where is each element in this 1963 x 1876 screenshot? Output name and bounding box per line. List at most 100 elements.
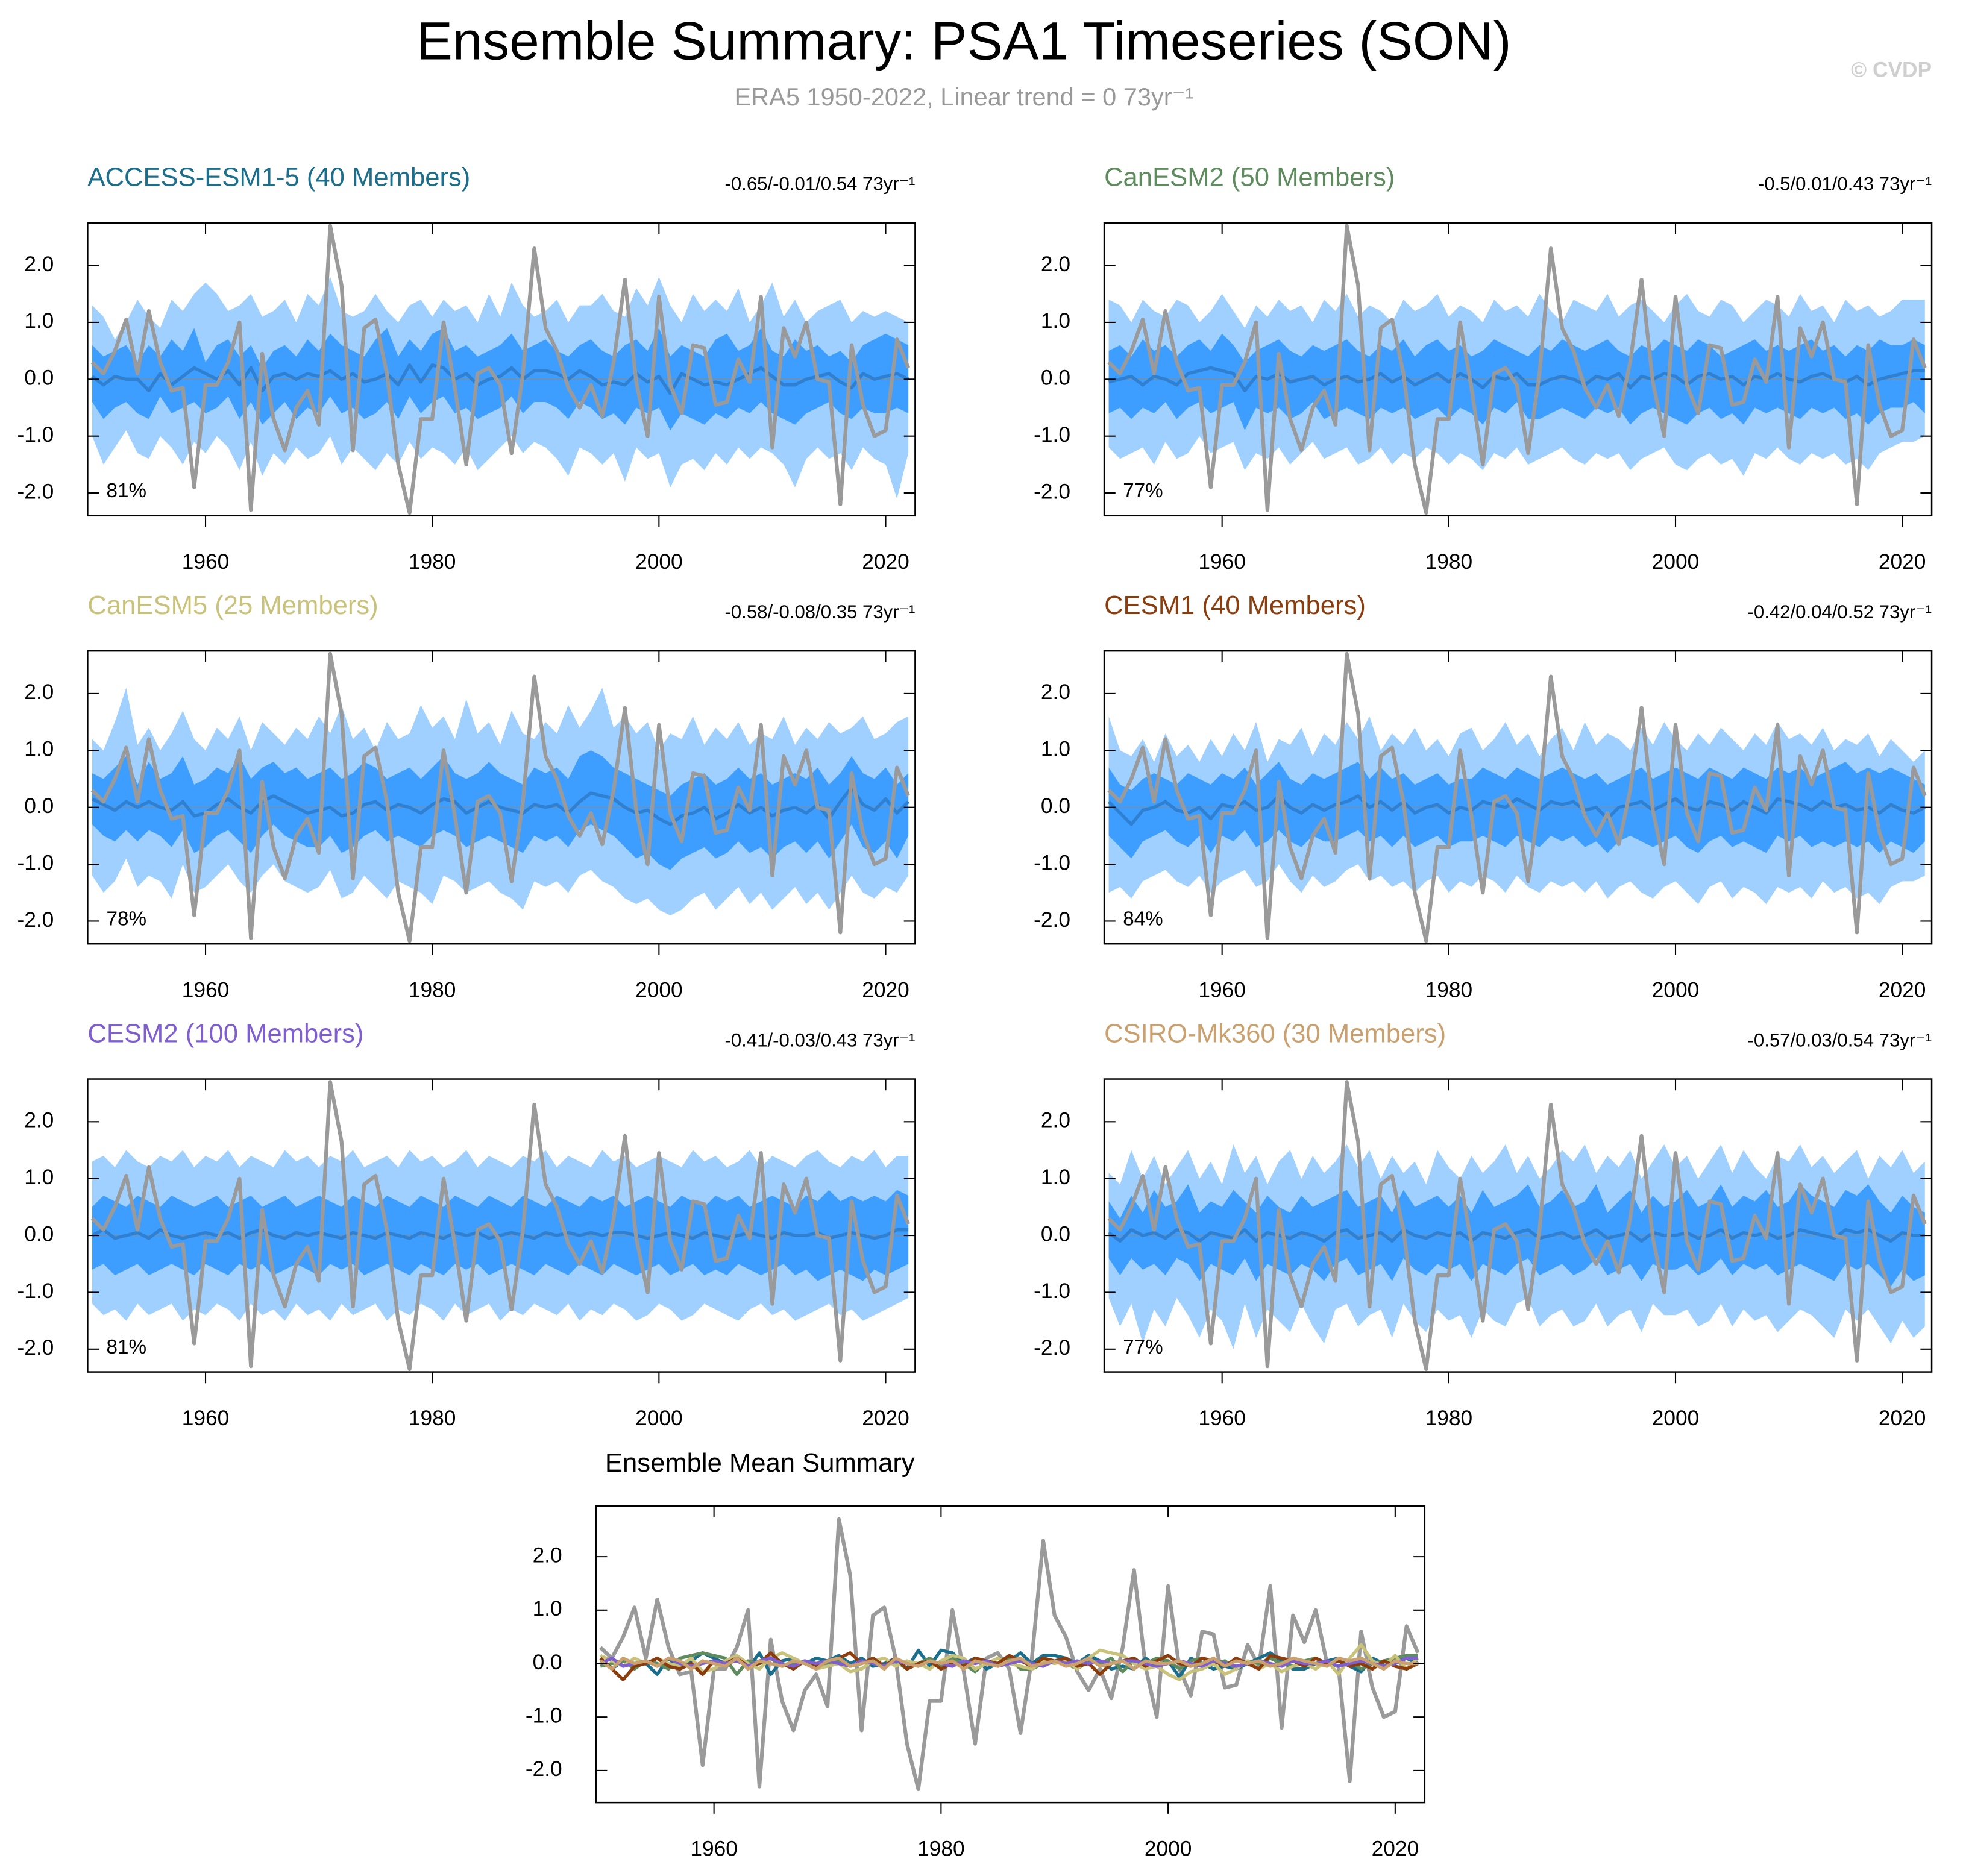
- chart-subtitle: ERA5 1950-2022, Linear trend = 0 73yr⁻¹: [734, 83, 1193, 111]
- y-tick-label: -1.0: [526, 1704, 562, 1728]
- y-tick-label: 1.0: [24, 309, 54, 333]
- y-tick-label: 1.0: [1041, 738, 1070, 761]
- y-tick-label: -2.0: [17, 1336, 54, 1360]
- panel-title: ACCESS-ESM1-5 (40 Members): [87, 163, 470, 192]
- plot-area: [87, 1080, 916, 1371]
- x-tick-label: 2020: [1879, 1407, 1926, 1430]
- percent-label: 77%: [1123, 480, 1163, 502]
- x-tick-label: 1960: [690, 1837, 738, 1860]
- plot-frame: [87, 1078, 916, 1373]
- y-tick-label: -1.0: [1034, 851, 1070, 874]
- x-tick-label: 2000: [1652, 1407, 1700, 1430]
- x-tick-label: 2000: [635, 978, 683, 1002]
- plot-area: [87, 651, 916, 943]
- x-tick-label: 1960: [1198, 550, 1246, 574]
- x-tick-label: 2020: [1372, 1837, 1419, 1860]
- y-tick-label: -1.0: [17, 423, 54, 447]
- y-tick-label: -2.0: [17, 908, 54, 932]
- x-tick-label: 1980: [1425, 1407, 1473, 1430]
- y-tick-label: 0.0: [24, 1222, 54, 1246]
- plot-frame: [87, 222, 916, 517]
- x-tick-label: 2020: [1879, 550, 1926, 574]
- y-tick-label: 2.0: [1041, 680, 1070, 704]
- y-tick-label: -1.0: [17, 1279, 54, 1303]
- plot-frame: [87, 650, 916, 945]
- y-tick-label: 2.0: [24, 253, 54, 276]
- observed-line: [599, 1517, 1420, 1792]
- x-tick-label: 2000: [635, 1407, 683, 1430]
- panel-title: CanESM2 (50 Members): [1104, 163, 1395, 192]
- trend-text: -0.58/-0.08/0.35 73yr⁻¹: [724, 601, 915, 623]
- y-tick-label: -2.0: [1034, 1336, 1070, 1360]
- y-tick-label: 1.0: [1041, 309, 1070, 333]
- percent-label: 81%: [107, 480, 147, 502]
- x-tick-label: 2020: [862, 978, 909, 1002]
- x-tick-label: 1980: [917, 1837, 965, 1860]
- x-tick-label: 1960: [182, 550, 230, 574]
- plot-area: [599, 1517, 1420, 1792]
- y-tick-label: 1.0: [1041, 1165, 1070, 1189]
- x-tick-label: 1980: [409, 1407, 456, 1430]
- trend-text: -0.5/0.01/0.43 73yr⁻¹: [1758, 174, 1932, 195]
- panel-title: CanESM5 (25 Members): [87, 591, 378, 620]
- observed-line: [90, 224, 911, 515]
- trend-text: -0.57/0.03/0.54 73yr⁻¹: [1748, 1029, 1932, 1050]
- plot-area: [1104, 1080, 1932, 1371]
- summary-title: Ensemble Mean Summary: [605, 1449, 915, 1478]
- plot-area: [1104, 224, 1932, 515]
- y-tick-label: 2.0: [533, 1543, 562, 1567]
- panel-title: CESM2 (100 Members): [87, 1019, 363, 1048]
- ensemble-mean-line: [1107, 1228, 1925, 1243]
- observed-line: [1107, 224, 1927, 515]
- x-tick-label: 2020: [1879, 978, 1926, 1002]
- ensemble-mean-line: [91, 1228, 909, 1240]
- y-tick-label: 0.0: [24, 366, 54, 390]
- x-tick-label: 1980: [409, 550, 456, 574]
- y-tick-label: -1.0: [1034, 1279, 1070, 1303]
- y-tick-label: -1.0: [1034, 423, 1070, 447]
- plot-frame: [1103, 1078, 1933, 1373]
- x-tick-label: 2000: [1652, 978, 1700, 1002]
- x-tick-label: 2000: [635, 550, 683, 574]
- y-tick-label: 0.0: [1041, 1222, 1070, 1246]
- y-tick-label: -1.0: [17, 851, 54, 874]
- y-tick-label: 1.0: [533, 1597, 562, 1620]
- y-tick-label: 2.0: [24, 1109, 54, 1132]
- ensemble-mean-line: [91, 363, 909, 395]
- chart-title: Ensemble Summary: PSA1 Timeseries (SON): [416, 10, 1511, 71]
- x-tick-label: 1960: [1198, 1407, 1246, 1430]
- y-tick-label: 2.0: [1041, 253, 1070, 276]
- y-tick-label: 0.0: [1041, 794, 1070, 818]
- x-tick-label: 1960: [182, 978, 230, 1002]
- percent-label: 81%: [107, 1336, 147, 1358]
- y-tick-label: 0.0: [533, 1651, 562, 1674]
- x-tick-label: 2020: [862, 1407, 909, 1430]
- y-tick-label: 0.0: [1041, 366, 1070, 390]
- plot-frame: [595, 1505, 1426, 1804]
- y-tick-label: -2.0: [1034, 480, 1070, 503]
- observed-line: [90, 651, 911, 943]
- panel-title: CSIRO-Mk360 (30 Members): [1104, 1019, 1446, 1048]
- panel-title: CESM1 (40 Members): [1104, 591, 1366, 620]
- x-tick-label: 2000: [1145, 1837, 1192, 1860]
- y-tick-label: -2.0: [1034, 908, 1070, 932]
- y-tick-label: 1.0: [24, 1165, 54, 1189]
- observed-line: [1107, 651, 1927, 943]
- x-tick-label: 1980: [1425, 978, 1473, 1002]
- x-tick-label: 1980: [1425, 550, 1473, 574]
- x-tick-label: 2020: [862, 550, 909, 574]
- plot-frame: [1103, 222, 1933, 517]
- x-tick-label: 1960: [182, 1407, 230, 1430]
- y-tick-label: 2.0: [24, 680, 54, 704]
- y-tick-label: -2.0: [526, 1757, 562, 1781]
- ensemble-mean-line: [599, 1656, 1418, 1671]
- y-tick-label: 2.0: [1041, 1109, 1070, 1132]
- plot-frame: [1103, 650, 1933, 945]
- trend-text: -0.65/-0.01/0.54 73yr⁻¹: [724, 174, 915, 195]
- plot-area: [1104, 651, 1932, 943]
- percent-label: 84%: [1123, 908, 1163, 930]
- watermark: © CVDP: [1851, 58, 1932, 82]
